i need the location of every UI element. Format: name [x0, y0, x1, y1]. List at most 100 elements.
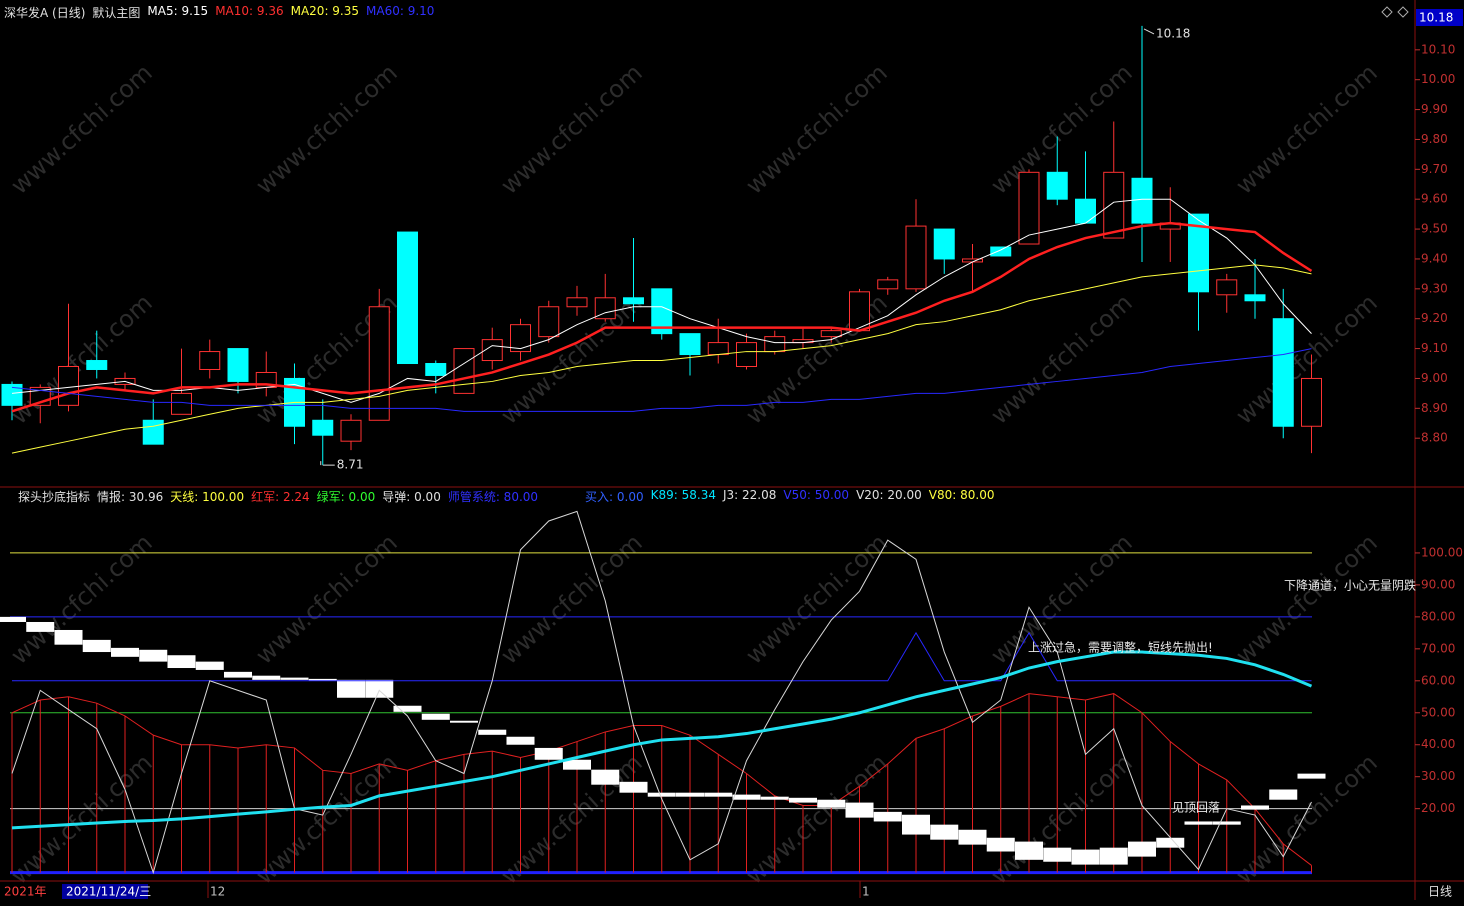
- block: [534, 747, 563, 760]
- y-tick-label: 9.20: [1421, 311, 1448, 325]
- y-tick-label: 80.00: [1421, 609, 1455, 623]
- legend-item: 天线: 100.00: [170, 490, 245, 504]
- block: [704, 792, 733, 797]
- line: [12, 631, 1312, 682]
- y-tick-label: 20.00: [1421, 801, 1455, 815]
- y-tick-label: 70.00: [1421, 641, 1455, 655]
- block: [873, 811, 902, 822]
- candle-body: [707, 342, 729, 356]
- legend-item: V20: 20.00: [856, 488, 922, 502]
- block: [1156, 837, 1185, 848]
- y-tick-label: 50.00: [1421, 705, 1455, 719]
- line: [11, 221, 1313, 413]
- legend-item: 默认主图: [92, 6, 141, 20]
- y-tick-label: 9.10: [1421, 341, 1448, 355]
- watermark: www.cfchi.com: [250, 749, 402, 890]
- arrow: [320, 461, 335, 466]
- candle-body: [86, 360, 108, 370]
- block: [1184, 821, 1213, 825]
- candle-body: [877, 279, 899, 290]
- candle-body: [820, 330, 842, 338]
- block: [563, 759, 591, 770]
- y-tick-label: 9.50: [1421, 222, 1448, 236]
- block: [195, 661, 224, 670]
- block: [337, 679, 365, 698]
- x-tick-label: 12: [210, 885, 225, 899]
- block: [986, 837, 1015, 852]
- legend-item: 买入: 0.00: [585, 490, 644, 504]
- y-tick-label: 9.40: [1421, 251, 1448, 265]
- block: [308, 678, 337, 681]
- legend-item: MA20: 9.35: [290, 4, 360, 18]
- candle-body: [933, 228, 955, 260]
- candle-body: [1, 383, 23, 406]
- candle-body: [594, 297, 616, 320]
- watermark: www.cfchi.com: [1230, 59, 1382, 200]
- candle-body: [538, 306, 560, 338]
- x-tick-label: 2021/11/24/三: [66, 885, 151, 899]
- y-tick-label: 100.00: [1421, 545, 1463, 559]
- block: [1043, 847, 1072, 862]
- block: [478, 729, 507, 735]
- y-tick-label: 9.30: [1421, 281, 1448, 295]
- y-tick-label: 8.80: [1421, 431, 1448, 445]
- block: [26, 621, 55, 632]
- legend-item: 探头抄底指标: [18, 490, 91, 504]
- watermark: www.cfchi.com: [495, 529, 647, 670]
- block: [506, 736, 535, 745]
- candle-body: [368, 306, 390, 421]
- watermark: www.cfchi.com: [740, 749, 892, 890]
- block: [1099, 847, 1128, 865]
- block: [676, 792, 704, 797]
- block: [1297, 773, 1326, 779]
- block: [817, 799, 846, 808]
- candle-body: [1046, 171, 1068, 200]
- legend-item: V80: 80.00: [928, 488, 995, 502]
- line: [11, 650, 1313, 830]
- y-tick-label: 30.00: [1421, 769, 1455, 783]
- price-box: [1416, 9, 1463, 26]
- candle-body: [990, 246, 1012, 257]
- candle-body: [1216, 279, 1238, 296]
- legend-item: MA60: 9.10: [366, 4, 435, 18]
- block: [1071, 849, 1100, 865]
- line: [11, 693, 1312, 866]
- main-header: 深华发A (日线) 默认主图 MA5: 9.15 MA10: 9.36 MA20: 9.…: [4, 4, 434, 21]
- y-tick-label: 9.80: [1421, 132, 1448, 146]
- watermark: www.cfchi.com: [250, 59, 402, 200]
- line: [11, 510, 1312, 875]
- max-label: 10.18: [1156, 26, 1190, 40]
- watermark: www.cfchi.com: [495, 59, 647, 200]
- block: [789, 797, 817, 803]
- candle-body: [1272, 318, 1294, 427]
- block: [54, 629, 83, 645]
- period-label: 日线: [1428, 885, 1452, 899]
- legend-item: 深华发A (日线): [4, 6, 86, 20]
- candle-body: [340, 419, 362, 442]
- y-tick-label: 40.00: [1421, 737, 1455, 751]
- block: [958, 829, 987, 845]
- block: [365, 679, 394, 698]
- candle-body: [425, 363, 447, 376]
- legend-item: 绿军: 0.00: [316, 490, 376, 504]
- candle-body: [397, 231, 418, 365]
- y-tick-label: 10.10: [1421, 42, 1455, 56]
- watermark: www.cfchi.com: [250, 529, 402, 670]
- legend-item: 情报: 30.96: [97, 490, 164, 504]
- line: [11, 264, 1312, 454]
- annotation: 见顶回落: [1172, 801, 1220, 815]
- candle-body: [1018, 171, 1040, 245]
- candle-body: [1301, 377, 1322, 427]
- watermark: www.cfchi.com: [495, 289, 647, 430]
- candle-body: [1188, 213, 1209, 293]
- icon: [1397, 6, 1409, 18]
- legend-item: 师管系统: 80.00: [447, 490, 539, 504]
- y-tick-label: 9.90: [1421, 102, 1448, 116]
- annotation: 上涨过急，需要调整，短线先抛出!: [1028, 640, 1213, 655]
- block: [930, 824, 959, 840]
- y-tick-label: 9.60: [1421, 192, 1448, 206]
- candle-body: [510, 324, 531, 353]
- block: [111, 647, 139, 657]
